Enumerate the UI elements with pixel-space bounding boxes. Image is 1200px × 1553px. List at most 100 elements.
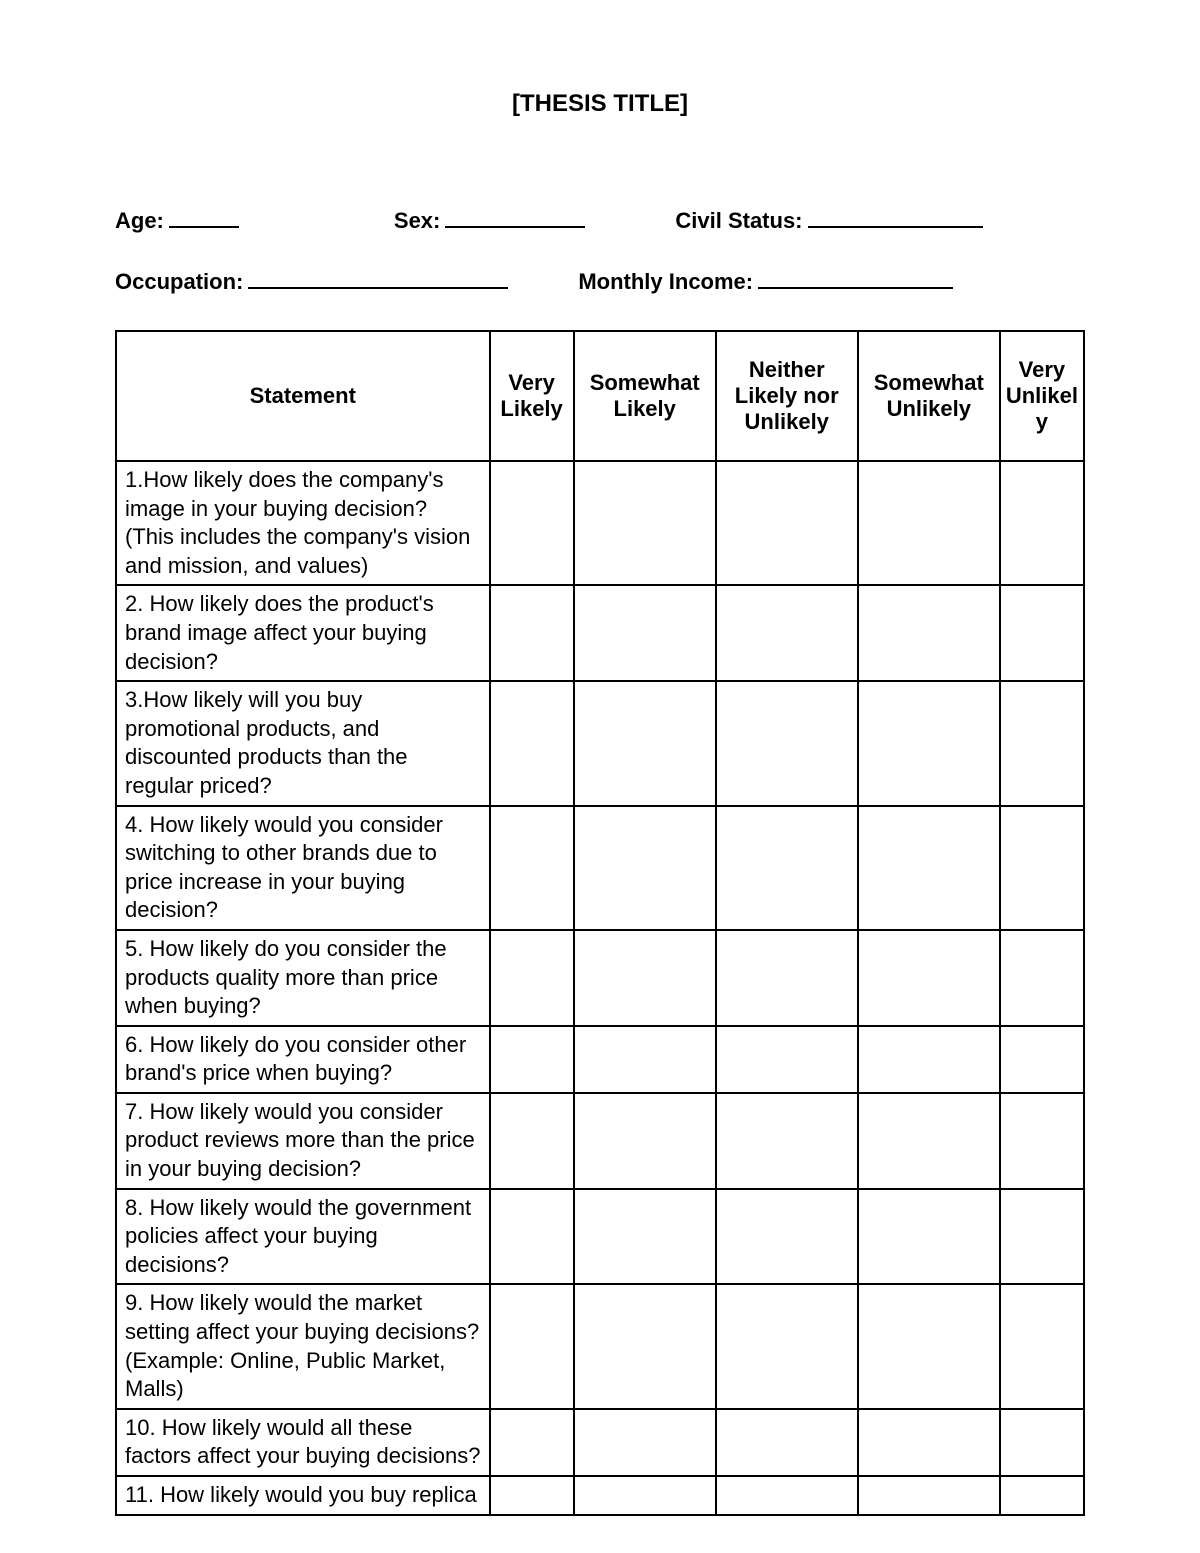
rating-cell[interactable] xyxy=(574,681,716,805)
rating-cell[interactable] xyxy=(490,1093,574,1189)
occupation-underline[interactable] xyxy=(248,287,508,289)
table-row: 1.How likely does the company's image in… xyxy=(116,461,1084,585)
rating-cell[interactable] xyxy=(1000,1026,1084,1093)
statement-cell: 5. How likely do you consider the produc… xyxy=(116,930,490,1026)
table-header-row: Statement Very Likely Somewhat Likely Ne… xyxy=(116,331,1084,461)
rating-cell[interactable] xyxy=(716,1284,858,1408)
rating-cell[interactable] xyxy=(574,1093,716,1189)
rating-cell[interactable] xyxy=(574,806,716,930)
rating-cell[interactable] xyxy=(574,1026,716,1093)
column-header-very-unlikely: Very Unlikely xyxy=(1000,331,1084,461)
rating-cell[interactable] xyxy=(858,1284,1000,1408)
rating-cell[interactable] xyxy=(490,1189,574,1285)
demographics-section: Age: Sex: Civil Status: Occupation: Mont… xyxy=(115,208,1085,295)
column-header-neither: Neither Likely nor Unlikely xyxy=(716,331,858,461)
rating-cell[interactable] xyxy=(1000,806,1084,930)
rating-cell[interactable] xyxy=(490,585,574,681)
rating-cell[interactable] xyxy=(1000,1189,1084,1285)
rating-cell[interactable] xyxy=(574,1189,716,1285)
age-field: Age: xyxy=(115,208,239,234)
statement-cell: 2. How likely does the product's brand i… xyxy=(116,585,490,681)
rating-cell[interactable] xyxy=(716,930,858,1026)
table-row: 9. How likely would the market setting a… xyxy=(116,1284,1084,1408)
rating-cell[interactable] xyxy=(858,585,1000,681)
civil-status-field: Civil Status: xyxy=(675,208,982,234)
likert-table: Statement Very Likely Somewhat Likely Ne… xyxy=(115,330,1085,1516)
rating-cell[interactable] xyxy=(574,585,716,681)
statement-cell: 8. How likely would the government polic… xyxy=(116,1189,490,1285)
civil-status-underline[interactable] xyxy=(808,226,983,228)
rating-cell[interactable] xyxy=(490,1284,574,1408)
rating-cell[interactable] xyxy=(490,1476,574,1515)
rating-cell[interactable] xyxy=(858,461,1000,585)
sex-label: Sex: xyxy=(394,208,440,234)
rating-cell[interactable] xyxy=(716,1476,858,1515)
rating-cell[interactable] xyxy=(858,806,1000,930)
column-header-somewhat-likely: Somewhat Likely xyxy=(574,331,716,461)
page-title: [THESIS TITLE] xyxy=(115,90,1085,118)
rating-cell[interactable] xyxy=(490,930,574,1026)
column-header-somewhat-unlikely: Somewhat Unlikely xyxy=(858,331,1000,461)
table-row: 11. How likely would you buy replica xyxy=(116,1476,1084,1515)
table-row: 2. How likely does the product's brand i… xyxy=(116,585,1084,681)
rating-cell[interactable] xyxy=(858,1189,1000,1285)
rating-cell[interactable] xyxy=(716,1189,858,1285)
rating-cell[interactable] xyxy=(1000,930,1084,1026)
table-row: 10. How likely would all these factors a… xyxy=(116,1409,1084,1476)
rating-cell[interactable] xyxy=(716,1093,858,1189)
monthly-income-field: Monthly Income: xyxy=(578,269,953,295)
sex-field: Sex: xyxy=(394,208,585,234)
rating-cell[interactable] xyxy=(1000,1476,1084,1515)
statement-cell: 11. How likely would you buy replica xyxy=(116,1476,490,1515)
rating-cell[interactable] xyxy=(716,1026,858,1093)
rating-cell[interactable] xyxy=(490,1409,574,1476)
rating-cell[interactable] xyxy=(1000,1093,1084,1189)
rating-cell[interactable] xyxy=(716,461,858,585)
rating-cell[interactable] xyxy=(716,681,858,805)
demographics-row-2: Occupation: Monthly Income: xyxy=(115,269,1085,295)
rating-cell[interactable] xyxy=(490,1026,574,1093)
rating-cell[interactable] xyxy=(490,806,574,930)
rating-cell[interactable] xyxy=(858,1409,1000,1476)
rating-cell[interactable] xyxy=(858,930,1000,1026)
rating-cell[interactable] xyxy=(858,1093,1000,1189)
rating-cell[interactable] xyxy=(1000,681,1084,805)
table-row: 6. How likely do you consider other bran… xyxy=(116,1026,1084,1093)
rating-cell[interactable] xyxy=(1000,585,1084,681)
statement-cell: 4. How likely would you consider switchi… xyxy=(116,806,490,930)
rating-cell[interactable] xyxy=(1000,1284,1084,1408)
rating-cell[interactable] xyxy=(574,1284,716,1408)
rating-cell[interactable] xyxy=(858,681,1000,805)
rating-cell[interactable] xyxy=(574,930,716,1026)
demographics-row-1: Age: Sex: Civil Status: xyxy=(115,208,1085,234)
sex-underline[interactable] xyxy=(445,226,585,228)
rating-cell[interactable] xyxy=(858,1476,1000,1515)
table-row: 5. How likely do you consider the produc… xyxy=(116,930,1084,1026)
rating-cell[interactable] xyxy=(574,461,716,585)
rating-cell[interactable] xyxy=(716,1409,858,1476)
rating-cell[interactable] xyxy=(716,585,858,681)
table-row: 8. How likely would the government polic… xyxy=(116,1189,1084,1285)
occupation-field: Occupation: xyxy=(115,269,508,295)
rating-cell[interactable] xyxy=(574,1409,716,1476)
rating-cell[interactable] xyxy=(490,681,574,805)
statement-cell: 7. How likely would you consider product… xyxy=(116,1093,490,1189)
monthly-income-label: Monthly Income: xyxy=(578,269,753,295)
rating-cell[interactable] xyxy=(858,1026,1000,1093)
table-row: 7. How likely would you consider product… xyxy=(116,1093,1084,1189)
rating-cell[interactable] xyxy=(716,806,858,930)
statement-cell: 10. How likely would all these factors a… xyxy=(116,1409,490,1476)
rating-cell[interactable] xyxy=(574,1476,716,1515)
statement-cell: 6. How likely do you consider other bran… xyxy=(116,1026,490,1093)
statement-cell: 9. How likely would the market setting a… xyxy=(116,1284,490,1408)
statement-cell: 3.How likely will you buy promotional pr… xyxy=(116,681,490,805)
table-header: Statement Very Likely Somewhat Likely Ne… xyxy=(116,331,1084,461)
age-label: Age: xyxy=(115,208,164,234)
rating-cell[interactable] xyxy=(490,461,574,585)
table-row: 3.How likely will you buy promotional pr… xyxy=(116,681,1084,805)
age-underline[interactable] xyxy=(169,226,239,228)
rating-cell[interactable] xyxy=(1000,1409,1084,1476)
monthly-income-underline[interactable] xyxy=(758,287,953,289)
rating-cell[interactable] xyxy=(1000,461,1084,585)
civil-status-label: Civil Status: xyxy=(675,208,802,234)
